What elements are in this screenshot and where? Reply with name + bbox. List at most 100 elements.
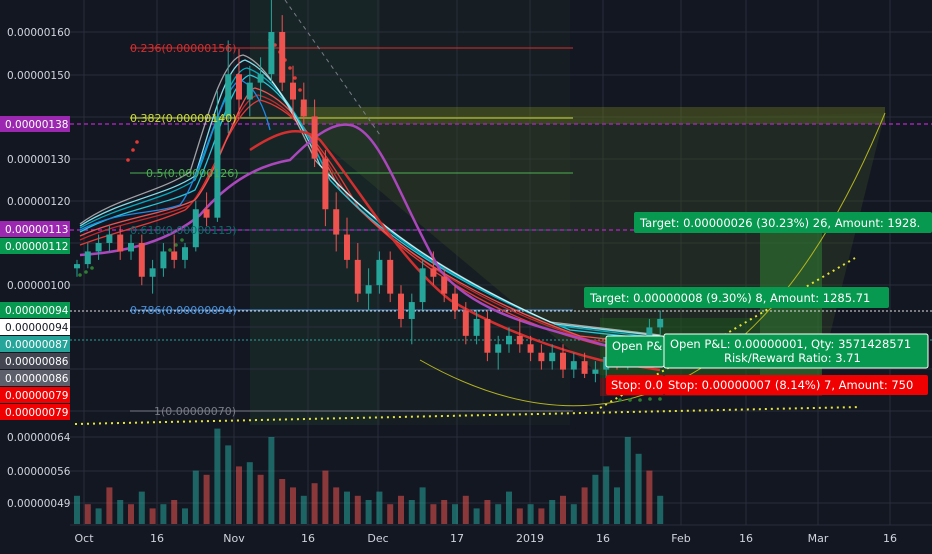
candle-body [549,352,556,362]
fib-label-0382: 0.382(0.00000140) [130,112,237,125]
price-tick: 0.00000150 [7,70,70,82]
price-tag: 0.00000094 [5,305,69,317]
candle-body [657,318,664,328]
volume-bar [365,500,372,524]
price-tag: 0.00000113 [5,224,68,236]
price-axis-bg [0,0,70,525]
candle-body [106,234,113,243]
price-axis-ticks: 0.00000160 0.00000150 0.00000130 0.00000… [7,27,71,510]
stop-short: Stop: 0.0 [611,378,663,392]
time-tick: 16 [150,532,164,545]
stop-label-bg[interactable] [664,375,928,395]
volume-bar [257,474,264,524]
candle-body [538,352,545,362]
fib-label-0236: 0.236(0.00000156) [130,42,237,55]
candle-body [138,243,145,277]
volume-bar [84,504,91,524]
target-label-1: Target: 0.00000026 (30.23%) 26, Amount: … [639,216,920,230]
candle-body [408,302,415,319]
candle-body [236,74,242,100]
time-tick: 16 [301,532,315,545]
price-tag-bg [0,238,70,254]
price-tick: 0.00000049 [7,498,70,510]
price-tick: 0.00000100 [7,280,70,292]
volume-bar [138,491,145,524]
target-label-1-bg[interactable] [634,212,932,233]
volume-bar [246,462,253,524]
price-tag-bg [0,319,70,335]
time-tick: Oct [74,532,94,545]
volume-bar [430,504,437,524]
open-pl-bg[interactable] [663,333,929,369]
volume-bar [236,466,242,524]
volume-bar [506,491,512,524]
candle-body [462,310,469,336]
candle-body [171,251,178,260]
time-tick: 16 [596,532,610,545]
volume-bar [290,487,296,524]
volume-bars [74,428,664,524]
price-tick: 0.00000160 [7,27,70,39]
candle-body [570,361,577,370]
candle-body [344,234,350,260]
position-tool-labels[interactable]: Target: 0.00000026 (30.23%) 26, Amount: … [584,212,932,395]
candle-body [117,234,124,252]
volume-bar [495,504,502,524]
volume-bar [614,487,620,524]
target-label-2-bg[interactable] [584,287,889,308]
volume-bar [214,428,221,524]
price-tag-bg [0,353,70,369]
time-axis: Oct 16 Nov 16 Dec 17 2019 16 Feb 16 Mar … [74,532,897,545]
volume-bar [484,500,491,524]
candle-body [160,251,167,269]
candle-body [182,247,188,260]
candle-body [398,293,404,319]
price-tick: 0.00000064 [7,432,71,444]
candle-body [268,32,275,75]
volume-bar [376,491,383,524]
candle-body [365,285,372,294]
candle-body [484,318,491,353]
volume-bar [560,495,566,524]
volume-bar [192,470,199,524]
volume-bar [419,487,426,524]
price-tag-bg [0,221,70,237]
volume-bar [225,445,232,524]
candle-body [203,209,210,218]
trend-line-dashed [284,0,381,136]
moving-average-ribbon [79,54,661,372]
volume-bar [527,504,534,524]
candle-body [311,116,318,159]
volume-bar [106,487,113,524]
volume-bar [300,495,307,524]
volume-bar [387,504,394,524]
candle-body [333,209,340,235]
volume-bar [473,508,480,524]
candle-body [257,74,264,83]
sar-dots-green [78,238,662,402]
volume-bar [592,474,599,524]
candle-body [592,369,599,374]
candle-body [290,82,296,100]
time-tick: 16 [883,532,897,545]
open-pl: Open P&L: 0.00000001, Qty: 3571428571 [670,337,911,351]
price-tag: 0.00000094 [5,322,69,334]
candle-body [246,82,253,100]
candle-body [527,344,534,353]
price-tag: 0.00000112 [5,241,68,253]
price-tag-bg [0,370,70,386]
time-tick: Nov [223,532,245,545]
stop-label: Stop: 0.00000007 (8.14%) 7, Amount: 750 [668,378,913,392]
price-tag: 0.00000079 [5,390,68,402]
price-tag-bg [0,116,70,132]
price-tag: 0.00000086 [5,356,69,368]
time-tick: 2019 [516,532,544,545]
volume-bar [646,470,653,524]
volume-bar [635,453,642,524]
volume-bar [549,500,556,524]
price-tick: 0.00000056 [7,466,71,478]
stop-short-bg[interactable] [606,375,664,395]
price-tag-bg [0,387,70,403]
